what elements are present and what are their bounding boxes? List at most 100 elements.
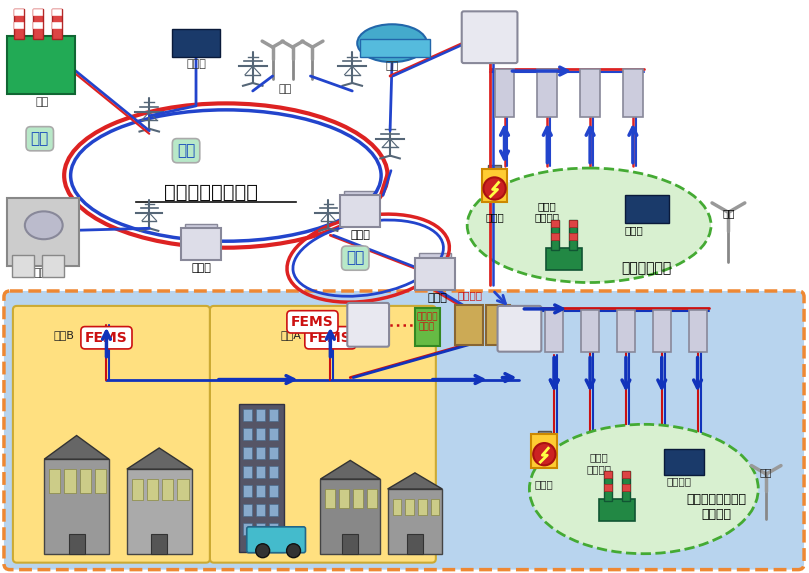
Text: FEMS: FEMS xyxy=(291,315,334,329)
Bar xyxy=(540,80,555,85)
Bar xyxy=(497,88,512,93)
Bar xyxy=(33,22,43,29)
Text: 工場・プラント内
分散電源: 工場・プラント内 分散電源 xyxy=(687,493,747,521)
Bar xyxy=(269,523,277,535)
Bar xyxy=(256,504,265,516)
Bar xyxy=(619,313,633,318)
Text: 原子力: 原子力 xyxy=(34,268,53,278)
Bar xyxy=(604,484,612,491)
Bar xyxy=(583,329,597,333)
Text: 工場A: 工場A xyxy=(280,330,301,340)
Bar xyxy=(653,310,671,352)
Polygon shape xyxy=(127,448,192,469)
Text: バイオ
天然ガス: バイオ 天然ガス xyxy=(587,453,612,474)
Bar xyxy=(79,469,91,493)
Bar xyxy=(580,69,600,117)
Bar xyxy=(551,221,559,227)
Bar xyxy=(545,310,563,352)
Bar xyxy=(269,504,277,516)
Bar xyxy=(604,471,612,478)
Bar xyxy=(415,308,440,346)
Bar xyxy=(538,431,551,434)
Bar xyxy=(540,72,555,77)
Text: 風力: 風力 xyxy=(279,84,292,94)
Bar xyxy=(582,80,598,85)
Bar xyxy=(127,469,192,554)
Bar xyxy=(339,489,349,508)
Bar xyxy=(14,22,23,29)
Bar xyxy=(256,485,265,497)
Bar xyxy=(341,195,380,227)
Bar xyxy=(243,447,252,459)
Text: 工場B: 工場B xyxy=(53,330,74,340)
Bar xyxy=(367,489,377,508)
Ellipse shape xyxy=(529,425,758,554)
Bar xyxy=(388,489,443,554)
Bar xyxy=(455,305,483,345)
Bar xyxy=(623,69,643,117)
Bar xyxy=(243,485,252,497)
Bar xyxy=(151,534,167,554)
Bar xyxy=(570,221,577,250)
Text: FEMS: FEMS xyxy=(309,331,352,345)
Bar xyxy=(497,80,512,85)
Text: 地域分散電源: 地域分散電源 xyxy=(621,261,672,275)
Bar xyxy=(354,310,383,324)
Bar xyxy=(619,321,633,326)
FancyBboxPatch shape xyxy=(347,303,389,347)
Bar xyxy=(418,499,426,515)
Bar xyxy=(49,469,61,493)
Bar xyxy=(619,329,633,333)
Bar xyxy=(44,459,109,554)
Text: 変電所: 変電所 xyxy=(191,263,211,273)
Bar xyxy=(243,523,252,535)
Text: 受電設備: 受電設備 xyxy=(457,290,482,300)
Bar xyxy=(415,258,455,290)
Polygon shape xyxy=(44,435,109,459)
Text: 風力: 風力 xyxy=(722,209,735,218)
Bar xyxy=(33,9,43,39)
Bar xyxy=(407,534,423,554)
Bar xyxy=(33,9,43,16)
Text: 太陽電池: 太陽電池 xyxy=(666,476,691,486)
Bar xyxy=(14,9,23,39)
Bar xyxy=(269,485,277,497)
Bar xyxy=(622,484,630,491)
Text: スマート
メータ: スマート メータ xyxy=(416,312,438,332)
Bar xyxy=(65,469,75,493)
Circle shape xyxy=(484,177,506,199)
Bar xyxy=(177,479,188,500)
Bar xyxy=(354,489,363,508)
Bar xyxy=(654,313,669,318)
Bar xyxy=(69,534,85,554)
Text: 水力: 水力 xyxy=(385,61,399,71)
Bar xyxy=(185,223,217,228)
Bar xyxy=(503,327,536,342)
Bar xyxy=(95,469,106,493)
Bar xyxy=(269,466,277,478)
Text: 風力: 風力 xyxy=(760,467,773,477)
FancyBboxPatch shape xyxy=(462,11,518,63)
Bar xyxy=(582,88,598,93)
Bar xyxy=(537,69,557,117)
Bar xyxy=(269,428,277,440)
Bar xyxy=(581,310,599,352)
Bar xyxy=(256,466,265,478)
Bar xyxy=(256,428,265,440)
Bar xyxy=(52,9,61,16)
Polygon shape xyxy=(388,473,443,489)
Bar xyxy=(570,221,577,227)
Bar xyxy=(582,72,598,77)
Bar xyxy=(625,72,641,77)
Bar xyxy=(269,447,277,459)
Bar xyxy=(625,88,641,93)
Bar xyxy=(256,409,265,421)
Text: バイオ
天然ガス: バイオ 天然ガス xyxy=(535,201,560,222)
Bar xyxy=(345,191,376,195)
Text: FEMS: FEMS xyxy=(85,331,128,345)
Bar xyxy=(42,255,64,277)
Bar xyxy=(392,499,401,515)
Ellipse shape xyxy=(358,24,427,62)
Bar xyxy=(570,233,577,240)
Bar xyxy=(320,479,380,554)
